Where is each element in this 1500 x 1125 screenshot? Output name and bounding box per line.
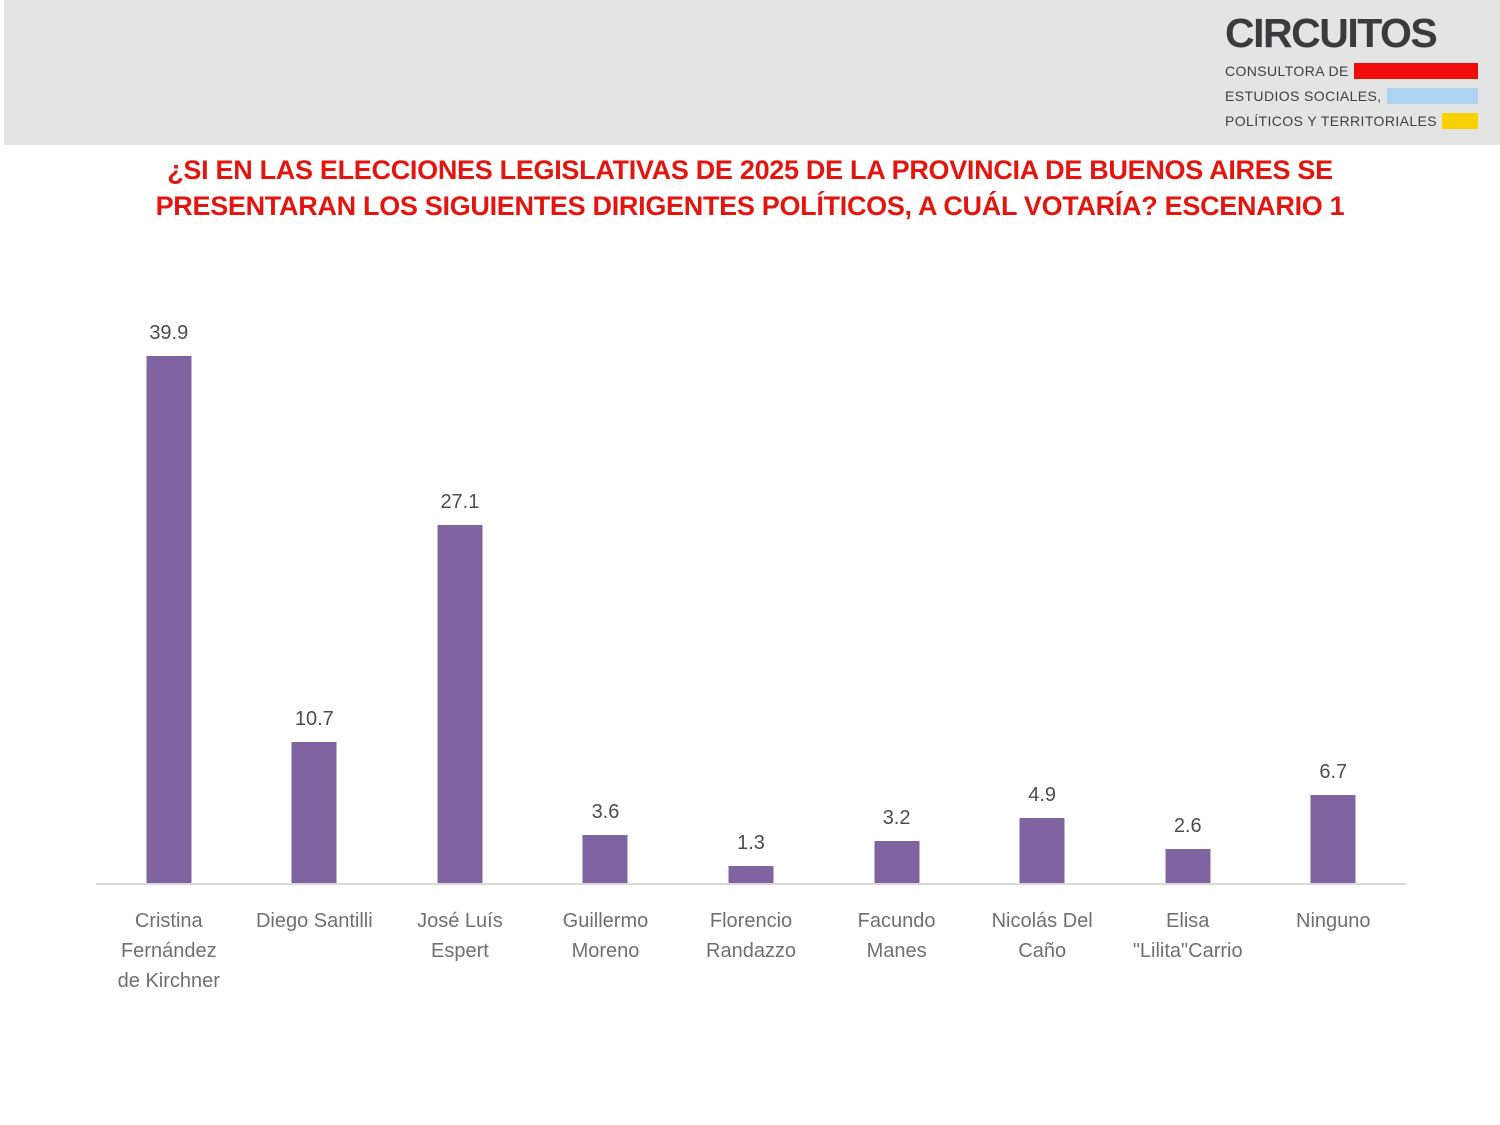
bar <box>582 835 628 883</box>
bar-cell: 6.7 <box>1261 330 1407 883</box>
bar <box>437 525 483 883</box>
category-label: Cristina Fernández de Kirchner <box>117 910 220 992</box>
category-label: Nicolás Del Caño <box>991 910 1093 962</box>
circuitos-logo: CIRCUITOS CONSULTORA DE ESTUDIOS SOCIALE… <box>1225 13 1478 129</box>
category-axis-labels: Cristina Fernández de Kirchner Diego Sant… <box>96 906 1406 996</box>
bar-value-label: 4.9 <box>1028 784 1057 807</box>
chart-title-line-2: PRESENTARAN LOS SIGUIENTES DIRIGENTES PO… <box>155 191 1345 221</box>
bar-value-label: 1.3 <box>737 831 765 854</box>
logo-brand-name: CIRCUITOS <box>1225 10 1438 56</box>
bar-cell: 27.1 <box>387 330 533 883</box>
bar <box>874 840 920 883</box>
header-band <box>4 0 1500 145</box>
category-label: Facundo Manes <box>857 910 936 962</box>
bars-row: 39.9 10.7 27.1 3.6 1.3 3.2 4.9 2.6 6.7 <box>96 323 1407 883</box>
logo-tagline-row-1: CONSULTORA DE <box>1225 63 1478 79</box>
category-label: Elisa "Lilita"Carrio <box>1132 910 1243 962</box>
bar-cell: 4.9 <box>969 330 1115 883</box>
category-label: Florencio Randazzo <box>706 910 797 962</box>
category-label: José Luís Espert <box>417 910 503 962</box>
category-label: Diego Santilli <box>255 910 373 932</box>
bar-cell: 3.6 <box>533 330 679 883</box>
yellow-swatch <box>1442 113 1478 129</box>
bar <box>146 356 192 883</box>
bar-cell: 10.7 <box>242 330 388 883</box>
chart-title: ¿SI EN LAS ELECCIONES LEGISLATIVAS DE 20… <box>0 152 1500 224</box>
bar-value-label: 3.2 <box>882 806 911 829</box>
logo-tagline-row-3: POLÍTICOS Y TERRITORIALES <box>1225 113 1478 129</box>
bar-value-label: 6.7 <box>1319 760 1348 783</box>
bar-cell: 2.6 <box>1115 330 1261 883</box>
category-label: Ninguno <box>1296 910 1371 932</box>
bar-value-label: 39.9 <box>149 322 189 345</box>
bar <box>291 741 337 883</box>
chart-title-line-1: ¿SI EN LAS ELECCIONES LEGISLATIVAS DE 20… <box>167 155 1333 185</box>
logo-tagline-text-2: ESTUDIOS SOCIALES, <box>1225 88 1382 104</box>
bar-chart-plot-area: 39.9 10.7 27.1 3.6 1.3 3.2 4.9 2.6 6.7 <box>96 323 1407 883</box>
bar-value-label: 3.6 <box>591 801 620 824</box>
red-swatch <box>1353 63 1478 79</box>
bar-value-label: 10.7 <box>294 707 334 730</box>
x-axis-line <box>96 883 1406 885</box>
bar-cell: 1.3 <box>678 330 824 883</box>
bar-value-label: 2.6 <box>1173 814 1202 837</box>
logo-tagline-row-2: ESTUDIOS SOCIALES, <box>1225 88 1478 104</box>
blue-swatch <box>1386 88 1478 104</box>
category-label: Guillermo Moreno <box>562 910 649 962</box>
logo-tagline-text-3: POLÍTICOS Y TERRITORIALES <box>1225 113 1438 129</box>
bar <box>1165 848 1211 883</box>
bar <box>1310 794 1356 883</box>
bar-value-label: 27.1 <box>440 491 480 514</box>
bar <box>1019 818 1065 883</box>
logo-tagline-text-1: CONSULTORA DE <box>1225 63 1349 79</box>
bar-cell: 3.2 <box>824 330 970 883</box>
bar <box>728 865 774 883</box>
bar-cell: 39.9 <box>96 323 242 883</box>
